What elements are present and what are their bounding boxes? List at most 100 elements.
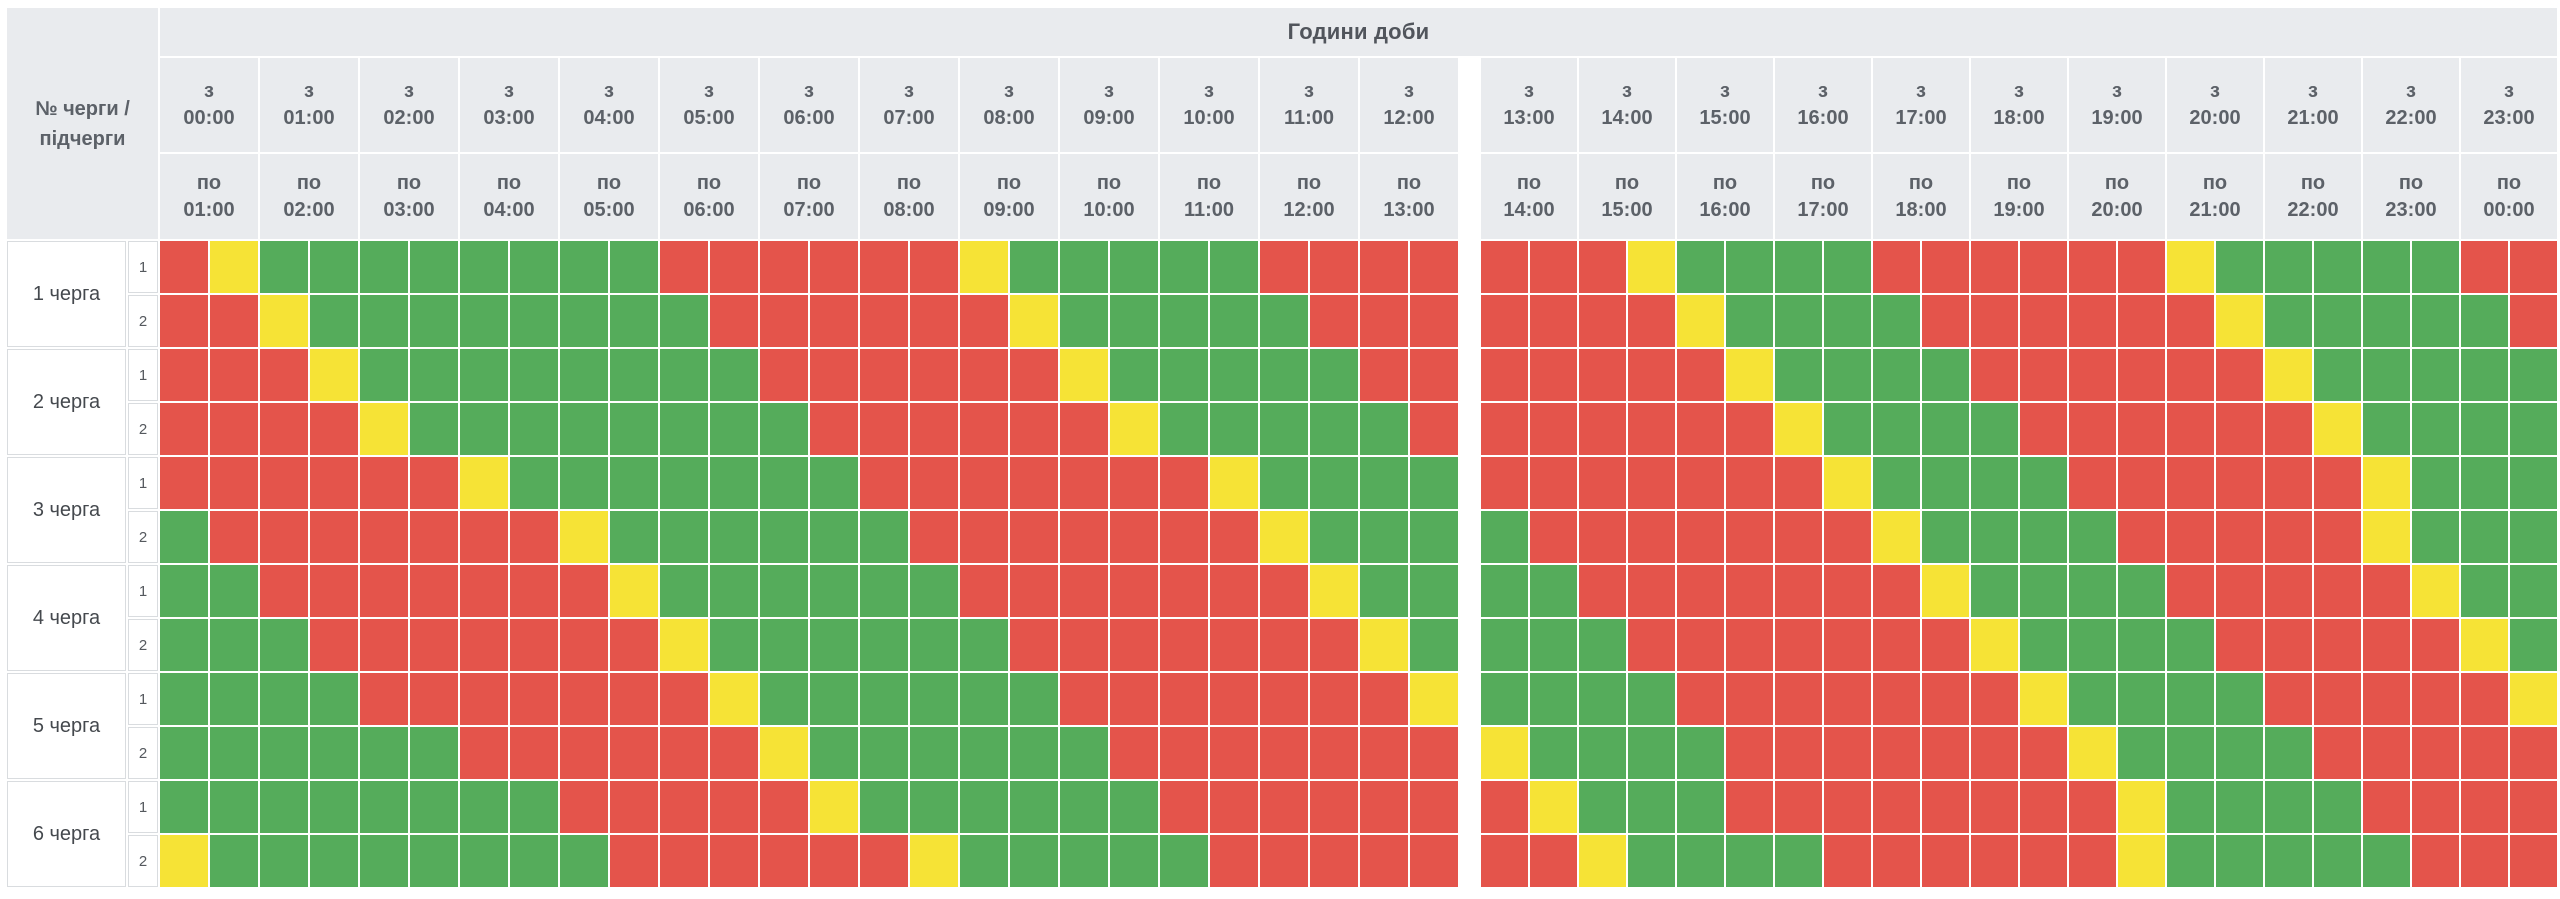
slot-cell-power-off [810,295,858,347]
slot-cell-power-off [210,295,258,347]
slot-cell-power-on [1110,295,1158,347]
slot-cell-power-on [1579,727,1626,779]
slot-cell-power-off [1310,673,1358,725]
slot-cell-power-off [310,565,358,617]
slot-cell-power-off [2412,727,2459,779]
slot-cell-power-off [2461,727,2508,779]
slot-cell-power-off [1677,565,1724,617]
slot-cell-power-off [2020,781,2067,833]
slot-cell-power-off [1922,241,1969,293]
slot-cell-power-on [860,511,908,563]
hour-header-to-16:00: по 16:00 [1677,154,1773,239]
slot-cell-power-on [1628,835,1675,887]
slot-cell-power-off [1481,835,1528,887]
hour-header-from-10:00: з 10:00 [1160,58,1258,152]
slot-cell-power-on [1481,619,1528,671]
slot-cell-power-off [510,619,558,671]
slot-cell-power-off [2020,835,2067,887]
slot-cell-power-on [1922,511,1969,563]
slot-cell-possible-outage [310,349,358,401]
slot-cell-power-on [810,619,858,671]
slot-cell-power-off [1110,619,1158,671]
slot-cell-power-off [860,295,908,347]
slot-cell-power-off [1310,727,1358,779]
slot-cell-power-off [2412,781,2459,833]
slot-cell-possible-outage [1210,457,1258,509]
subqueue-label: 1 [128,781,158,833]
slot-cell-power-off [1677,619,1724,671]
slot-cell-power-on [2510,457,2557,509]
hour-header-to-21:00: по 21:00 [2167,154,2263,239]
slot-cell-power-off [1310,241,1358,293]
subqueue-label: 1 [128,565,158,617]
slot-cell-power-off [1922,835,1969,887]
slot-cell-power-off [1628,457,1675,509]
slot-cell-power-off [1873,565,1920,617]
hour-header-to-05:00: по 05:00 [560,154,658,239]
slot-cell-possible-outage [2265,349,2312,401]
slot-cell-power-off [1110,565,1158,617]
slot-cell-power-off [960,511,1008,563]
slot-cell-possible-outage [2118,835,2165,887]
slot-cell-power-on [360,781,408,833]
slot-cell-power-off [860,241,908,293]
slot-cell-power-on [1726,295,1773,347]
slot-cell-power-off [2314,511,2361,563]
slot-cell-power-on [210,781,258,833]
slot-cell-power-off [1922,781,1969,833]
slot-cell-power-on [1260,403,1308,455]
slot-cell-power-off [660,241,708,293]
slot-cell-power-off [1160,565,1208,617]
slot-cell-power-on [1110,835,1158,887]
slot-cell-power-off [1873,781,1920,833]
slot-cell-power-off [960,349,1008,401]
slot-cell-power-off [210,349,258,401]
slot-cell-power-on [910,727,958,779]
slot-cell-power-on [2069,619,2116,671]
slot-cell-possible-outage [910,835,958,887]
hour-header-from-22:00: з 22:00 [2363,58,2459,152]
slot-cell-power-off [1726,727,1773,779]
slot-cell-power-off [960,565,1008,617]
slot-cell-power-on [1971,565,2018,617]
slot-cell-power-off [610,781,658,833]
slot-cell-possible-outage [1677,295,1724,347]
slot-cell-power-off [1971,673,2018,725]
slot-cell-power-on [710,565,758,617]
hour-header-to-12:00: по 12:00 [1260,154,1358,239]
slot-cell-power-on [1010,241,1058,293]
slot-cell-possible-outage [1360,619,1408,671]
slot-cell-power-off [1726,781,1773,833]
hour-header-from-03:00: з 03:00 [460,58,558,152]
slot-cell-power-on [1360,457,1408,509]
slot-cell-power-on [2314,349,2361,401]
slot-cell-power-off [2216,349,2263,401]
slot-cell-power-off [1530,241,1577,293]
slot-cell-power-off [910,403,958,455]
slot-cell-power-off [2069,403,2116,455]
slot-cell-power-off [2216,619,2263,671]
slot-cell-power-on [310,241,358,293]
slot-cell-power-off [1628,619,1675,671]
slot-cell-power-off [1530,511,1577,563]
slot-cell-power-off [1410,349,1458,401]
slot-cell-power-off [1060,673,1108,725]
slot-cell-power-on [760,511,808,563]
slot-cell-power-on [2020,511,2067,563]
slot-cell-possible-outage [1310,565,1358,617]
slot-cell-power-off [1481,457,1528,509]
hour-header-from-23:00: з 23:00 [2461,58,2557,152]
slot-cell-power-on [2118,565,2165,617]
slot-cell-power-on [2167,781,2214,833]
slot-cell-power-on [660,565,708,617]
slot-cell-power-off [2363,619,2410,671]
slot-cell-power-on [1160,403,1208,455]
slot-cell-power-off [1873,619,1920,671]
slot-cell-power-on [410,403,458,455]
slot-cell-power-off [1628,565,1675,617]
slot-cell-power-off [760,295,808,347]
slot-cell-power-off [2265,403,2312,455]
slot-cell-power-off [310,511,358,563]
slot-cell-power-off [1677,403,1724,455]
slot-cell-power-off [210,457,258,509]
